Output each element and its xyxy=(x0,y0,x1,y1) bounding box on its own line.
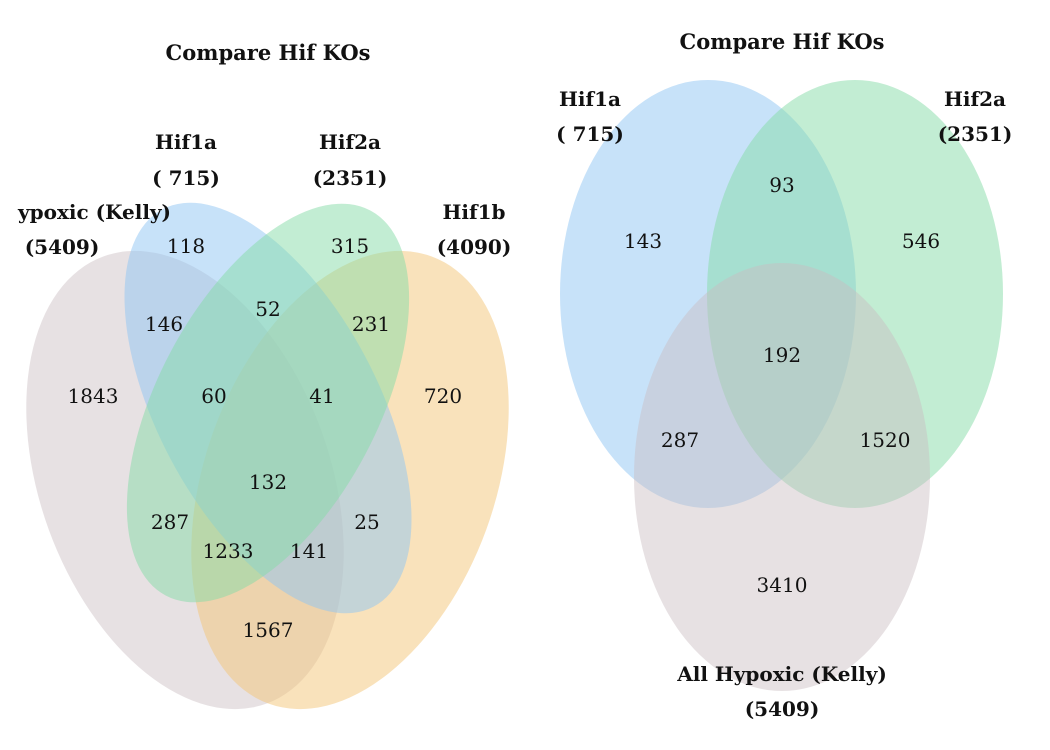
right-region-hif1a-only: 143 xyxy=(624,229,662,253)
left-region-hif1a-hif2a: 52 xyxy=(255,297,280,321)
left-region-all-four: 132 xyxy=(249,470,287,494)
left-region-hif1a-hif1b: 25 xyxy=(354,510,379,534)
right-hif2a-size: (2351) xyxy=(938,122,1013,146)
left-venn-title: Compare Hif KOs xyxy=(166,40,371,65)
left-hif1a-name: Hif1a xyxy=(155,130,217,154)
right-region-hif1a-hif2a: 93 xyxy=(769,173,794,197)
left-hif2a-name: Hif2a xyxy=(319,130,381,154)
right-region-hypoxic-only: 3410 xyxy=(757,573,808,597)
right-hif1a-size: ( 715) xyxy=(556,122,624,146)
left-region-hif1b-only: 720 xyxy=(424,384,462,408)
left-region-hypoxic-hif1a-hif1b: 141 xyxy=(290,539,328,563)
right-hif2a-name: Hif2a xyxy=(944,87,1006,111)
left-all-hypoxic-size: (5409) xyxy=(25,235,100,259)
right-hif1a-name: Hif1a xyxy=(559,87,621,111)
right-venn-title: Compare Hif KOs xyxy=(680,29,885,54)
left-region-hypoxic-hif2a-hif1b: 1233 xyxy=(203,539,254,563)
left-region-hif2a-hif1b: 231 xyxy=(352,312,390,336)
left-set-hif2a-ellipse xyxy=(126,203,410,603)
left-hif2a-size: (2351) xyxy=(313,166,388,190)
left-region-hypoxic-hif1b: 1567 xyxy=(243,618,294,642)
left-region-hypoxic-hif2a: 287 xyxy=(151,510,189,534)
left-region-hif2a-only: 315 xyxy=(331,234,369,258)
left-hif1b-size: (4090) xyxy=(437,235,512,259)
left-venn-diagram: Compare Hif KOs Hif1a ( 715) Hif2a (2351… xyxy=(17,40,512,710)
left-region-hypoxic-hif1a-hif2a: 60 xyxy=(201,384,226,408)
left-all-hypoxic-name: ypoxic (Kelly) xyxy=(17,200,171,224)
right-set-all-hypoxic-ellipse xyxy=(634,263,930,691)
left-region-hif1a-only: 118 xyxy=(167,234,205,258)
right-all-hypoxic-size: (5409) xyxy=(745,697,820,721)
right-venn-diagram: Compare Hif KOs Hif1a ( 715) Hif2a (2351… xyxy=(556,29,1012,721)
right-region-all-three: 192 xyxy=(763,343,801,367)
left-region-hypoxic-hif1a: 146 xyxy=(145,312,183,336)
left-region-hif1a-hif2a-hif1b: 41 xyxy=(309,384,334,408)
left-hif1a-size: ( 715) xyxy=(152,166,220,190)
right-all-hypoxic-name: All Hypoxic (Kelly) xyxy=(676,662,887,686)
left-region-hypoxic-only: 1843 xyxy=(68,384,119,408)
left-hif1b-name: Hif1b xyxy=(443,200,506,224)
right-region-hif1a-hypoxic: 287 xyxy=(661,428,699,452)
right-region-hif2a-hypoxic: 1520 xyxy=(860,428,911,452)
right-region-hif2a-only: 546 xyxy=(902,229,940,253)
right-set-hif2a-ellipse xyxy=(707,80,1003,508)
